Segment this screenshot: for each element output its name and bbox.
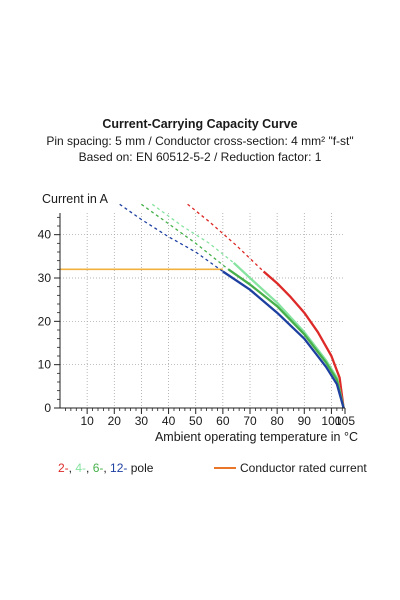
chart-subtitle-line-2: Based on: EN 60512-5-2 / Reduction facto… <box>78 150 322 164</box>
chart-title-block: Current-Carrying Capacity Curve Pin spac… <box>0 116 400 165</box>
legend-pole-suffix: pole <box>130 461 154 475</box>
y-tick-label: 0 <box>44 401 51 415</box>
x-tick-label: 60 <box>216 414 230 428</box>
series-2-pole-line <box>262 270 345 409</box>
legend-entry-12-pole: 12- <box>110 461 128 475</box>
x-axis-label: Ambient operating temperature in °C <box>155 430 358 444</box>
x-tick-label: 40 <box>162 414 176 428</box>
legend-separator: , <box>68 461 76 475</box>
x-tick-label: 10 <box>80 414 94 428</box>
x-tick-label: 80 <box>270 414 284 428</box>
y-tick-label: 30 <box>38 271 52 285</box>
y-tick-label: 10 <box>38 358 52 372</box>
chart-subtitle-line-1: Pin spacing: 5 mm / Conductor cross-sect… <box>46 134 354 148</box>
legend-separator: , <box>103 461 111 475</box>
x-tick-label: 100 <box>321 414 341 428</box>
legend-entry-6-pole: 6- <box>92 461 104 475</box>
x-tick-label: 30 <box>135 414 149 428</box>
legend-entry-4-pole: 4- <box>75 461 87 475</box>
rated-current-legend: Conductor rated current <box>214 460 367 476</box>
x-tick-label: 70 <box>243 414 257 428</box>
pole-legend: 2-, 4-, 6-, 12- pole <box>58 460 153 476</box>
x-tick-label: 105 <box>335 414 355 428</box>
series-12-pole-dashed-line <box>119 203 224 273</box>
x-tick-label: 90 <box>298 414 312 428</box>
rated-current-swatch <box>214 467 236 469</box>
grid-lines <box>60 213 345 408</box>
y-tick-label: 40 <box>38 228 52 242</box>
series-4-pole-dashed-line <box>151 203 235 264</box>
rated-current-legend-label: Conductor rated current <box>240 461 367 475</box>
legend-entry-2-pole: 2- <box>58 461 69 475</box>
x-tick-label: 50 <box>189 414 203 428</box>
series-2-pole-dashed-line <box>187 203 265 272</box>
x-tick-label: 20 <box>108 414 122 428</box>
legend-separator: , <box>86 461 93 475</box>
y-axis-label: Current in A <box>42 192 109 206</box>
series-6-pole-dashed-line <box>141 203 229 270</box>
series-6-pole-line <box>227 268 345 409</box>
chart-title: Current-Carrying Capacity Curve <box>102 117 298 131</box>
y-tick-label: 20 <box>38 314 52 328</box>
series-12-pole-line <box>222 270 345 409</box>
